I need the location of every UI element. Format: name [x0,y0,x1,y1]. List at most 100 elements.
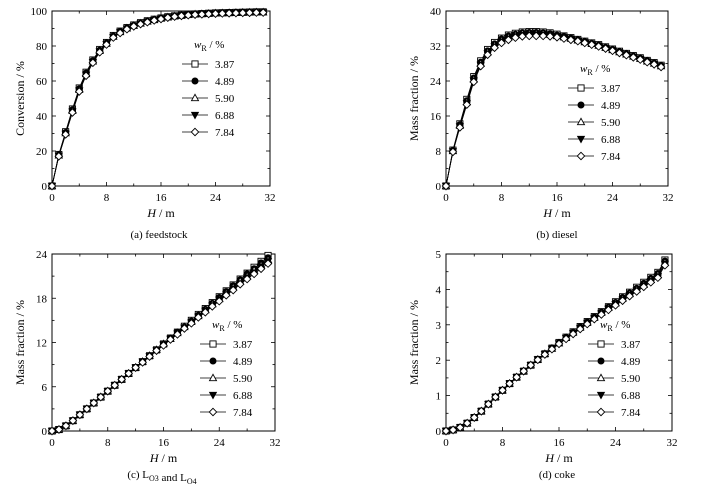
x-tick-label: 32 [265,192,276,204]
data-point-7.84 [545,32,555,41]
data-point-7.84 [54,425,64,434]
x-tick-label: 32 [270,437,281,449]
x-tick-label: 0 [443,437,449,449]
x-tick-label: 24 [607,192,619,204]
data-point-7.84 [231,8,241,18]
data-point-7.84 [476,406,486,416]
data-point-7.84 [263,259,273,268]
data-point-7.84 [197,9,207,19]
legend-marker-3.87 [597,340,605,348]
data-point-7.84 [258,8,268,17]
data-point-7.84 [575,324,585,334]
x-axis-title: H / m [149,451,178,465]
data-point-7.84 [625,291,634,301]
legend-marker-6.88 [208,391,218,400]
panel-caption: (d) coke [539,469,575,481]
data-point-7.84 [145,352,154,361]
data-point-7.84 [497,38,506,48]
y-axis-title: Conversion / % [13,61,27,136]
legend-marker-3.87 [209,340,217,348]
data-point-7.84 [214,296,224,306]
y-tick-label: 4 [436,284,442,296]
legend-marker-4.89 [209,357,217,365]
legend-marker-4.89 [597,357,605,365]
legend-label: 5.90 [215,93,235,105]
data-point-7.84 [618,296,627,306]
legend-marker-3.87 [191,60,199,68]
y-tick-label: 40 [36,111,48,123]
data-point-7.84 [580,38,590,48]
legend-marker-3.87 [577,84,585,92]
y-tick-label: 0 [42,426,48,438]
series-7.84 [47,8,268,191]
data-point-7.84 [217,9,227,18]
chart-panel-4: 0 8 16 24 32 0 1 2 3 4 5 H / m Mass fraction / % (d) … [407,249,678,481]
legend-label: 3.87 [621,339,641,351]
data-point-7.84 [504,35,513,45]
data-point-7.84 [491,392,500,402]
x-tick-label: 8 [104,192,110,204]
data-point-7.84 [61,130,70,139]
legend-marker-7.84 [208,407,218,417]
data-point-7.84 [190,10,200,20]
data-point-7.84 [68,108,77,117]
x-tick-label: 16 [158,437,170,449]
panel-caption: (c) LO3 and LO4 [127,469,196,486]
y-tick-label: 1 [436,391,442,403]
data-point-7.84 [566,35,576,45]
data-point-7.84 [597,310,606,319]
legend-label: 7.84 [215,127,235,139]
data-point-7.84 [47,426,57,436]
data-point-7.84 [194,313,203,322]
data-point-7.84 [533,355,543,365]
data-point-7.84 [628,53,638,62]
data-point-7.84 [249,269,259,279]
data-point-7.84 [47,181,57,191]
data-point-7.84 [221,290,231,300]
data-point-7.84 [594,42,603,51]
data-point-7.84 [455,423,465,432]
data-point-7.84 [511,33,520,43]
data-point-7.84 [656,62,666,72]
data-point-7.84 [108,33,118,42]
data-point-7.84 [635,55,645,64]
data-point-7.84 [149,16,159,25]
legend-label: 5.90 [601,117,621,129]
legend-label: 5.90 [233,373,253,385]
legend: wR / % 3.87 4.89 5.90 6.88 7.84 [568,63,621,163]
data-point-7.84 [582,319,592,329]
x-axis-title: H / m [542,206,571,220]
data-point-7.84 [131,363,140,372]
data-point-7.84 [159,341,168,350]
legend-marker-5.90 [596,373,606,382]
data-point-7.84 [646,277,656,287]
plot-frame [51,10,271,187]
legend-marker-5.90 [208,373,218,382]
x-tick-label: 24 [610,437,622,449]
x-tick-label: 0 [49,192,55,204]
legend-label: 3.87 [601,83,621,95]
y-tick-label: 3 [436,320,442,332]
data-point-7.84 [448,147,458,157]
data-point-7.84 [462,418,472,428]
legend: wR / % 3.87 4.89 5.90 6.88 7.84 [182,39,235,139]
legend-label: 3.87 [215,59,235,71]
data-point-7.84 [476,61,486,71]
data-point-7.84 [82,404,92,414]
data-point-7.84 [653,273,663,283]
data-point-7.84 [632,287,642,296]
data-point-7.84 [498,385,507,395]
data-point-7.84 [166,335,175,344]
legend-marker-6.88 [596,391,606,400]
legend-title: wR / % [580,63,610,77]
data-point-7.84 [604,305,613,315]
data-point-7.84 [136,19,145,29]
data-point-7.84 [173,330,182,339]
legend-title: wR / % [194,39,224,53]
data-point-7.84 [143,17,152,27]
data-point-7.84 [469,413,479,422]
data-point-7.84 [204,9,214,19]
x-tick-label: 16 [554,437,566,449]
data-point-7.84 [622,50,631,60]
